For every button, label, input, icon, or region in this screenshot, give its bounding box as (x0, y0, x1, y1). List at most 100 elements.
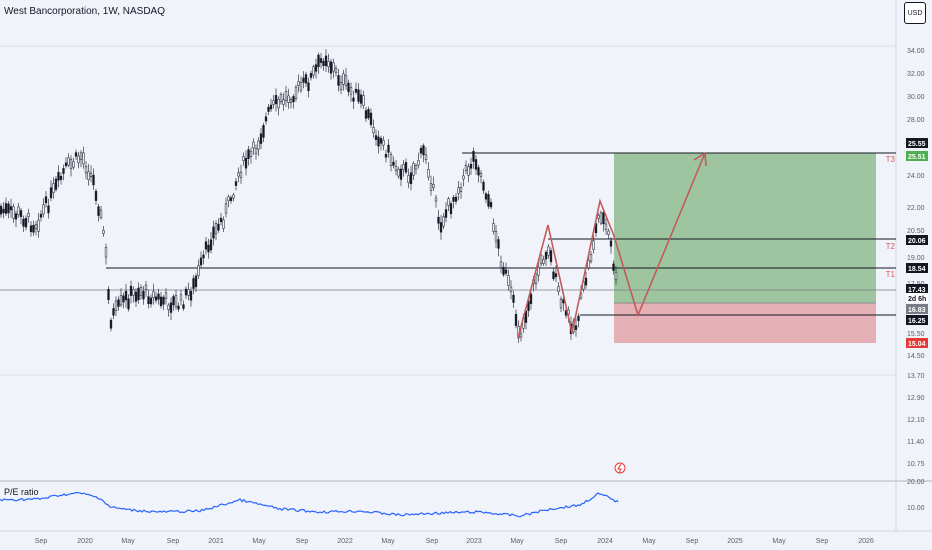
price-badge-text: 16.25 (908, 318, 926, 325)
candle (74, 149, 78, 161)
candle (474, 155, 478, 175)
price-axis-label: 20.50 (907, 228, 925, 235)
candle (102, 225, 105, 237)
candle (282, 92, 285, 111)
candle (97, 203, 100, 222)
candle (169, 297, 173, 320)
price-badge-text: 2d 6h (908, 296, 926, 303)
time-axis-label: 2023 (466, 538, 482, 545)
time-axis-label: Sep (816, 538, 829, 545)
candle (307, 77, 310, 98)
candle (159, 292, 163, 309)
price-badge: 25.51 (906, 151, 928, 161)
candle (599, 210, 603, 226)
price-axis-label: 28.00 (907, 117, 925, 124)
candle (504, 262, 508, 277)
candle (427, 162, 430, 181)
candle (134, 288, 138, 307)
candle (112, 303, 115, 320)
price-axis-labels: 34.0032.0030.0028.0026.0024.0022.0020.50… (907, 48, 925, 468)
candle (299, 76, 303, 93)
candle (59, 172, 63, 185)
price-axis-label: 12.90 (907, 395, 925, 402)
time-axis-label: Sep (426, 538, 439, 545)
price-axis-label: 24.00 (907, 173, 925, 180)
candle (227, 194, 230, 208)
time-axis-label: 2026 (858, 538, 874, 545)
candle (189, 287, 193, 307)
candle (549, 247, 553, 266)
candle (289, 96, 293, 109)
candle (554, 265, 558, 282)
currency-button[interactable]: USD (904, 2, 926, 24)
candle (494, 225, 498, 249)
candle (269, 98, 273, 113)
price-axis-label: 13.70 (907, 373, 925, 380)
candle (72, 157, 75, 170)
price-axis-label: 32.00 (907, 71, 925, 78)
candle (167, 303, 170, 317)
candle (344, 67, 348, 90)
time-axis-label: May (252, 538, 266, 545)
candle (337, 69, 340, 92)
candle (309, 70, 313, 81)
candle (44, 191, 48, 208)
candle (479, 170, 483, 184)
time-axis-label: Sep (296, 538, 309, 545)
candle (239, 164, 243, 184)
price-axis-label: 34.00 (907, 48, 925, 55)
projection-arrowhead (693, 151, 707, 167)
price-badge-text: 25.55 (908, 141, 926, 148)
candle (252, 138, 255, 155)
candle (432, 176, 435, 192)
candle (164, 288, 168, 305)
candle (329, 58, 333, 80)
candle (122, 292, 125, 309)
candle (29, 221, 33, 237)
price-badge-text: 18.54 (908, 266, 926, 273)
price-badge: 17.43 (906, 284, 928, 294)
pe-ratio-line (0, 491, 619, 518)
candle (12, 203, 15, 223)
price-badge: 18.54 (906, 263, 928, 273)
candle (489, 198, 493, 210)
candle (584, 271, 588, 289)
candle (469, 157, 473, 175)
candle (454, 193, 458, 205)
candle (172, 294, 175, 311)
time-axis-label: May (121, 538, 135, 545)
symbol-title[interactable]: West Bancorporation, 1W, NASDAQ (4, 6, 165, 17)
candle (417, 152, 420, 169)
candle (182, 300, 185, 311)
candle (352, 90, 355, 110)
candle (192, 274, 195, 295)
candle (197, 259, 200, 279)
candle (237, 167, 240, 183)
time-axis-label: May (772, 538, 786, 545)
time-axis-label: Sep (686, 538, 699, 545)
candle (174, 289, 178, 310)
time-axis-labels: Sep 2020 May Sep 2021 May Sep 2022 May Sep 2023 May… (35, 538, 874, 545)
candle (129, 280, 133, 304)
candle (144, 280, 148, 297)
candle (302, 71, 305, 89)
time-axis-label: Sep (167, 538, 180, 545)
price-axis-label: 15.50 (907, 331, 925, 338)
candle (332, 58, 335, 79)
price-badge-text: 16.83 (908, 307, 926, 314)
candle (242, 152, 245, 166)
candle (347, 79, 350, 97)
candle (34, 221, 38, 236)
price-badge: 16.83 (906, 304, 928, 314)
candle (147, 289, 150, 309)
candle (429, 175, 433, 196)
indicator-label[interactable]: P/E ratio (4, 487, 39, 497)
candle (139, 284, 143, 300)
candle (397, 166, 400, 179)
candle (507, 269, 510, 291)
lightning-alert-icon[interactable] (614, 462, 626, 474)
candle (597, 212, 600, 223)
time-axis-label: 2024 (597, 538, 613, 545)
